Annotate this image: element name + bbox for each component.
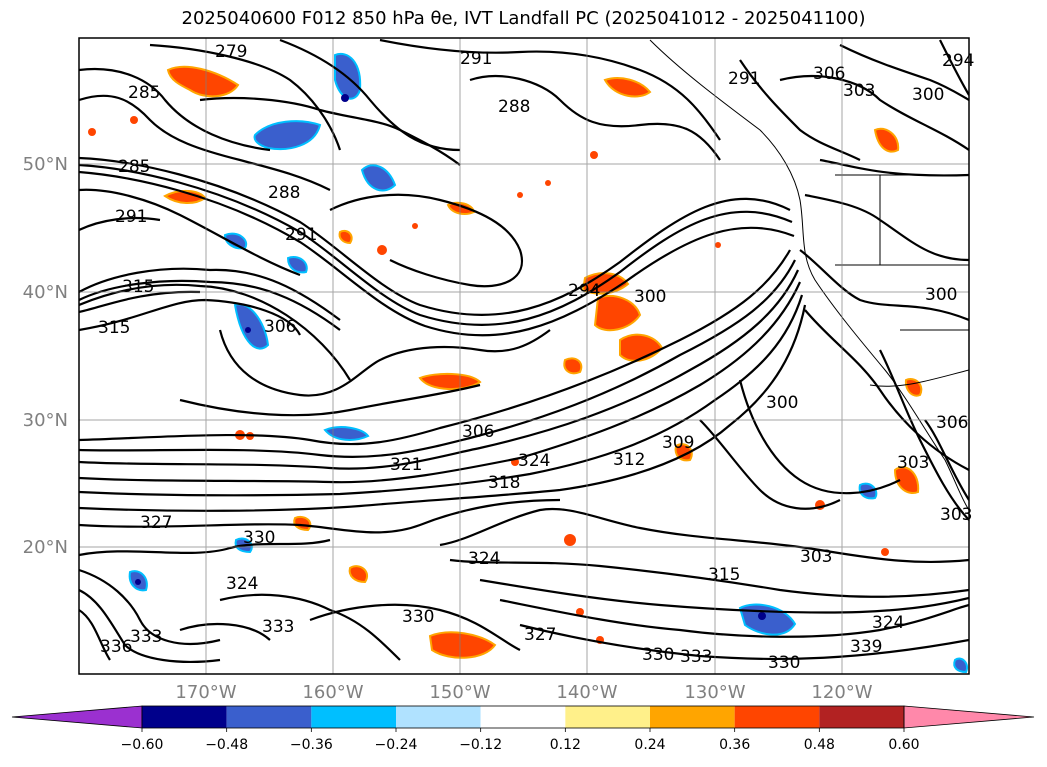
lon-label: 150°W (429, 682, 490, 703)
lon-label: 130°W (684, 682, 745, 703)
colorbar-frame (141, 705, 905, 729)
contour-label: 333 (680, 647, 712, 667)
contour-label: 285 (118, 157, 150, 177)
lat-label: 40°N (23, 282, 68, 303)
contour-label: 327 (140, 513, 172, 533)
contour-label: 288 (268, 183, 300, 203)
colorbar-bin (480, 706, 566, 728)
map-title: 2025040600 F012 850 hPa θe, IVT Landfall… (181, 8, 866, 29)
colorbar-tick-label: 0.12 (550, 737, 581, 753)
colorbar-tick-label: −0.48 (205, 737, 248, 753)
lon-label: 140°W (556, 682, 617, 703)
colorbar-tick-label: 0.36 (719, 737, 750, 753)
theta-e-contours (79, 38, 969, 663)
contour-label: 306 (813, 64, 845, 84)
contour-label: 324 (518, 451, 550, 471)
contour-label: 300 (634, 287, 666, 307)
graticule (79, 38, 969, 674)
contour-label: 306 (264, 317, 296, 337)
contour-labels: 279 291 285 288 285 288 291 291 315 315 … (98, 42, 974, 673)
contour-label: 291 (285, 225, 317, 245)
colorbar-extend-min (11, 705, 143, 729)
coastline (649, 39, 969, 511)
contour-label: 324 (872, 613, 904, 633)
contour-label: 288 (498, 97, 530, 117)
contour-label: 303 (843, 81, 875, 101)
contour-label: 285 (128, 83, 160, 103)
contour-label: 306 (462, 422, 494, 442)
contour-label: 303 (800, 547, 832, 567)
contour-label: 300 (766, 393, 798, 413)
contour-label: 303 (897, 453, 929, 473)
contour-label: 333 (262, 617, 294, 637)
contour-label: 291 (728, 69, 760, 89)
contour-label: 324 (468, 549, 500, 569)
contour-label: 324 (226, 574, 258, 594)
contour-label: 315 (98, 318, 130, 338)
contour-label: 339 (850, 637, 882, 657)
contour-label: 300 (912, 85, 944, 105)
colorbar-tick-label: 0.48 (804, 737, 835, 753)
colorbar-bin (396, 706, 481, 728)
colorbar-bin (565, 706, 650, 728)
colorbar: −0.60 −0.48 −0.36 −0.24 −0.12 0.12 0.24 0.36 0.4… (11, 705, 1035, 753)
contour-label: 303 (940, 505, 972, 525)
contour-label: 291 (460, 49, 492, 69)
colorbar-tick-label: −0.60 (121, 737, 164, 753)
colorbar-bin (819, 706, 904, 728)
lon-label: 160°W (302, 682, 363, 703)
contour-label: 321 (390, 455, 422, 475)
contour-label: 336 (100, 637, 132, 657)
contour-label: 330 (768, 653, 800, 673)
colorbar-bin (142, 706, 227, 728)
contour-label: 318 (488, 473, 520, 493)
colorbar-bin (311, 706, 396, 728)
contour-label: 312 (613, 450, 645, 470)
contour-label: 291 (115, 207, 147, 227)
contour-label: 330 (243, 528, 275, 548)
contour-label: 315 (122, 277, 154, 297)
longitude-labels: 170°W 160°W 150°W 140°W 130°W 120°W (175, 682, 872, 703)
contour-label: 315 (708, 565, 740, 585)
contour-label: 330 (402, 607, 434, 627)
map-background (79, 38, 969, 674)
colorbar-tick-label: 0.60 (888, 737, 919, 753)
contour-label: 294 (568, 281, 600, 301)
lat-label: 20°N (23, 537, 68, 558)
colorbar-tick-label: −0.24 (375, 737, 418, 753)
colorbar-bin (226, 706, 312, 728)
colorbar-tick-label: −0.36 (290, 737, 333, 753)
colorbar-tick-label: 0.24 (634, 737, 665, 753)
contour-label: 309 (662, 433, 694, 453)
colorbar-bin (734, 706, 820, 728)
lon-label: 170°W (175, 682, 236, 703)
latitude-labels: 50°N 40°N 30°N 20°N (23, 154, 68, 558)
colorbar-tick-label: −0.12 (459, 737, 502, 753)
pc-shading (88, 52, 968, 674)
contour-label: 330 (642, 645, 674, 665)
contour-label: 306 (936, 413, 968, 433)
contour-label: 279 (215, 42, 247, 62)
contour-label: 333 (130, 627, 162, 647)
contour-label: 327 (524, 625, 556, 645)
contour-label: 294 (942, 51, 974, 71)
colorbar-bin (650, 706, 735, 728)
lat-label: 30°N (23, 410, 68, 431)
lon-label: 120°W (811, 682, 872, 703)
contour-label: 300 (925, 285, 957, 305)
colorbar-extend-max (903, 705, 1035, 729)
lat-label: 50°N (23, 154, 68, 175)
map-frame (78, 37, 970, 675)
